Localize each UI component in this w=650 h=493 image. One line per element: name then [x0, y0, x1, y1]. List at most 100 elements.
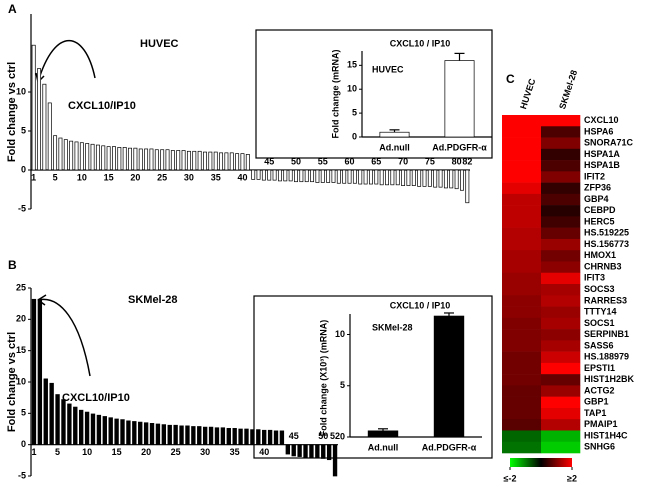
heatmap-cell	[541, 362, 581, 375]
row-label: HS.156773	[584, 239, 629, 249]
y-tick-label: 20	[16, 314, 26, 324]
bar	[369, 169, 373, 185]
annotation: CXCL10/IP10	[68, 100, 136, 112]
bar	[191, 426, 196, 446]
x-tick-label: 30	[184, 172, 194, 182]
bar	[74, 141, 79, 171]
x-tick-label: 40	[237, 172, 247, 182]
bar	[294, 169, 298, 183]
heatmap-cell	[502, 126, 542, 138]
row-label: HSPA1B	[584, 160, 620, 170]
y-tick-label: -5	[18, 203, 26, 213]
x-tick-label: 75	[425, 156, 435, 166]
bar	[417, 169, 422, 187]
bar	[132, 421, 137, 446]
bar	[176, 150, 181, 171]
x-tick-label: 65	[371, 156, 381, 166]
row-label: HIST1H4C	[584, 430, 628, 440]
bar	[203, 151, 207, 171]
y-tick-label: 0	[352, 131, 357, 141]
bar	[245, 154, 250, 171]
bar	[379, 131, 410, 138]
x-tick-label: 70	[398, 156, 408, 166]
heatmap-cell	[541, 284, 581, 296]
inset-frame	[253, 295, 493, 459]
y-tick-label: -5	[18, 470, 26, 480]
bar	[465, 169, 470, 204]
x-tick-label: 52	[330, 431, 340, 441]
row-label: HSPA6	[584, 126, 613, 136]
bar	[232, 428, 237, 446]
bar	[367, 430, 399, 438]
heatmap-cell	[502, 374, 542, 386]
bar	[160, 149, 165, 171]
bar	[401, 169, 406, 186]
heatmap-cell	[541, 351, 581, 364]
bar	[173, 424, 178, 446]
column-label: SKMel-28	[557, 69, 579, 111]
bar	[95, 144, 100, 171]
bar	[347, 169, 352, 184]
bar	[213, 151, 218, 171]
bar	[379, 169, 384, 186]
heatmap-cell	[502, 182, 542, 195]
row-label: RARRES3	[584, 295, 627, 305]
x-tick-label: 55	[318, 156, 328, 166]
bar	[79, 409, 84, 446]
bar	[226, 428, 231, 446]
bar	[112, 146, 116, 171]
heatmap-cell	[541, 317, 581, 330]
bar	[90, 413, 96, 446]
heatmap-cell	[502, 396, 542, 409]
inset-title: CXCL10 / IP10	[390, 300, 451, 310]
x-tick-label: 20	[130, 172, 140, 182]
bar	[161, 424, 167, 446]
x-tick-label: 40	[259, 447, 269, 457]
x-tick-label: 60	[345, 156, 355, 166]
bar	[309, 444, 314, 458]
bar	[238, 428, 243, 446]
heatmap-cell	[502, 340, 542, 352]
heatmap-cell	[541, 148, 581, 161]
bar	[427, 169, 432, 187]
bar	[126, 420, 131, 446]
row-label: PMAIP1	[584, 419, 618, 429]
heatmap-cell	[502, 306, 542, 319]
bar	[283, 169, 288, 182]
bar	[297, 444, 302, 457]
heatmap-cell	[502, 362, 542, 375]
bar	[285, 444, 290, 455]
annotation: CXCL10/IP10	[62, 392, 130, 404]
heatmap-cell	[541, 216, 581, 228]
row-label: CEBPD	[584, 205, 616, 215]
bar	[85, 143, 90, 171]
bar	[61, 399, 66, 446]
bar	[165, 149, 170, 171]
bar	[395, 169, 400, 186]
x-tick-label: 10	[82, 447, 92, 457]
bar	[454, 169, 459, 190]
bar	[256, 429, 261, 446]
bar	[84, 411, 90, 446]
bar	[155, 423, 161, 446]
heatmap-cell	[502, 385, 542, 397]
bar	[244, 428, 249, 446]
bar	[42, 83, 47, 171]
arrow	[37, 298, 91, 377]
row-label: HS.519225	[584, 228, 629, 238]
bar	[208, 151, 213, 171]
row-label: TTTY14	[584, 307, 617, 317]
chart-title: HUVEC	[140, 38, 179, 50]
x-tick-label: 1	[31, 172, 36, 182]
heatmap-cell	[502, 295, 542, 307]
inset-subtitle: HUVEC	[372, 64, 404, 74]
y-tick-label: 10	[335, 329, 345, 339]
bar	[69, 140, 74, 171]
heatmap-cell	[502, 115, 542, 127]
heatmap-cell	[502, 351, 542, 364]
x-tick-label: 15	[104, 172, 114, 182]
bar	[315, 444, 320, 459]
bar	[363, 169, 368, 185]
bar	[336, 169, 341, 184]
